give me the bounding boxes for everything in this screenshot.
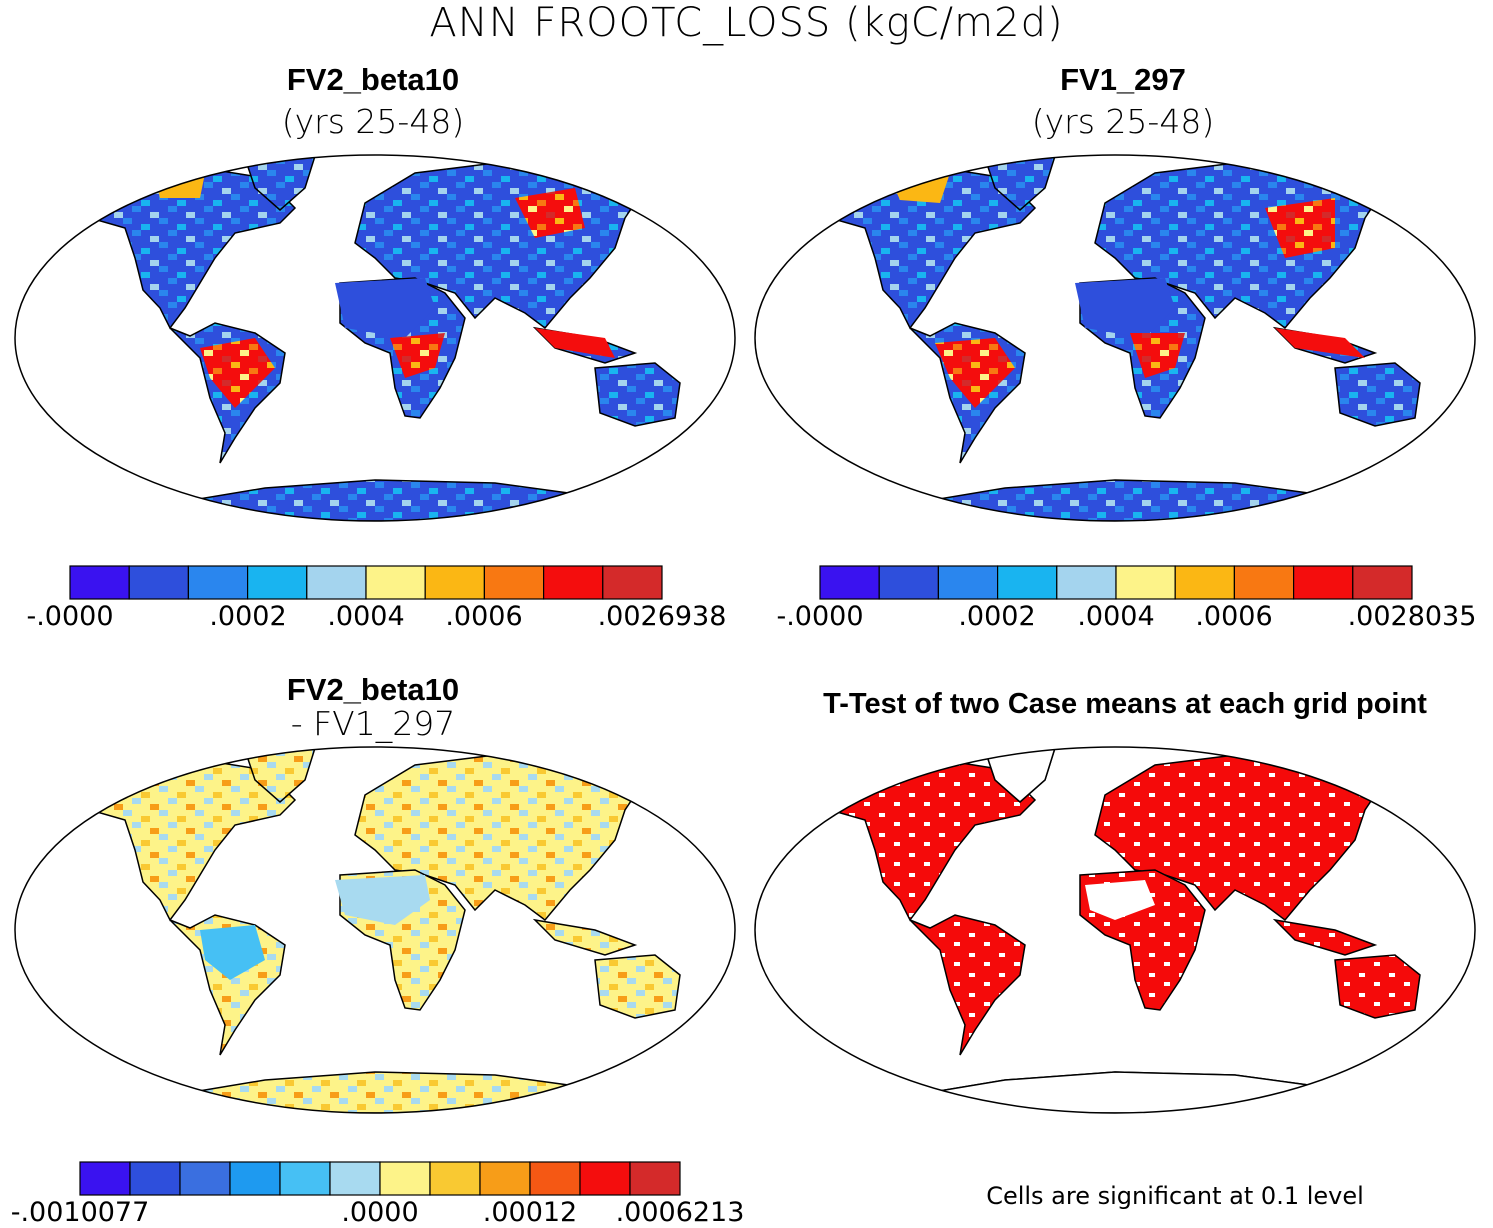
- cb1-swatch: [424, 565, 486, 600]
- colorbar-panel1: [69, 565, 663, 600]
- colorbar-panel2: [819, 565, 1413, 600]
- panel3-frame: [14, 746, 736, 1114]
- cb2-swatch: [1056, 565, 1117, 600]
- cb1-label-3: .0006: [445, 601, 523, 632]
- cb1-swatch: [247, 565, 308, 600]
- panel3-subtitle: - FV1_297: [290, 704, 456, 743]
- panel3-title: FV2_beta10: [286, 672, 460, 707]
- cb1-swatch: [602, 565, 663, 600]
- cb2-swatch: [1174, 565, 1235, 600]
- cb1-swatch: [306, 565, 367, 600]
- cb1-swatch: [365, 565, 426, 600]
- cb3-label-0: -.0010077: [10, 1197, 150, 1228]
- cb3-label-2: .00012: [482, 1197, 578, 1228]
- panel1-map: [15, 155, 735, 521]
- panel1-subtitle: (yrs 25-48): [281, 102, 465, 141]
- cb2-swatch: [1292, 565, 1354, 600]
- cb2-swatch: [1233, 565, 1295, 600]
- panel2-title: FV1_297: [1060, 62, 1186, 97]
- cb1-swatch: [69, 565, 130, 600]
- cb3-swatch: [479, 1161, 531, 1196]
- colorbar-panel3: [79, 1161, 681, 1196]
- cb3-swatch: [79, 1161, 131, 1196]
- cb2-swatch: [819, 565, 880, 600]
- cb1-swatch: [542, 565, 604, 600]
- cb3-swatch: [129, 1161, 181, 1196]
- cb2-swatch: [996, 565, 1058, 600]
- cb2-swatch: [878, 565, 940, 600]
- cb3-swatch: [179, 1161, 231, 1196]
- cb1-swatch: [483, 565, 545, 600]
- cb3-swatch: [529, 1161, 581, 1196]
- cb2-label-1: .0002: [958, 601, 1036, 632]
- cb3-swatch: [229, 1161, 281, 1196]
- panel2-frame: [754, 154, 1476, 522]
- cb3-swatch: [579, 1161, 631, 1196]
- cb1-swatch: [128, 565, 189, 600]
- cb2-label-0: -.0000: [776, 601, 864, 632]
- significance-note: Cells are significant at 0.1 level: [986, 1182, 1364, 1210]
- cb1-swatch: [187, 565, 249, 600]
- panel2-map: [755, 155, 1475, 521]
- panel3-map: [15, 747, 735, 1113]
- cb1-label-4: .0026938: [597, 601, 727, 632]
- cb2-swatch: [1115, 565, 1176, 600]
- cb3-label-1: .0000: [341, 1197, 419, 1228]
- panel4-frame: [754, 746, 1476, 1114]
- panel4-title: T-Test of two Case means at each grid po…: [823, 688, 1427, 720]
- cb3-swatch: [629, 1161, 681, 1196]
- cb3-swatch: [429, 1161, 481, 1196]
- cb2-swatch: [937, 565, 999, 600]
- cb3-swatch: [279, 1161, 331, 1196]
- cb1-label-2: .0004: [327, 601, 405, 632]
- cb2-swatch: [1352, 565, 1413, 600]
- panel1-title: FV2_beta10: [286, 62, 460, 97]
- cb2-label-2: .0004: [1077, 601, 1155, 632]
- cb3-swatch: [379, 1161, 431, 1196]
- cb1-label-1: .0002: [209, 601, 287, 632]
- cb3-label-3: .0006213: [615, 1197, 745, 1228]
- cb2-label-3: .0006: [1195, 601, 1273, 632]
- figure-title: ANN FROOTC_LOSS (kgC/m2d): [429, 0, 1064, 46]
- cb3-swatch: [329, 1161, 381, 1196]
- cb1-label-0: -.0000: [26, 601, 114, 632]
- panel2-subtitle: (yrs 25-48): [1031, 102, 1215, 141]
- panel1-frame: [14, 154, 736, 522]
- panel4-map: [755, 747, 1475, 1113]
- cb2-label-4: .0028035: [1347, 601, 1477, 632]
